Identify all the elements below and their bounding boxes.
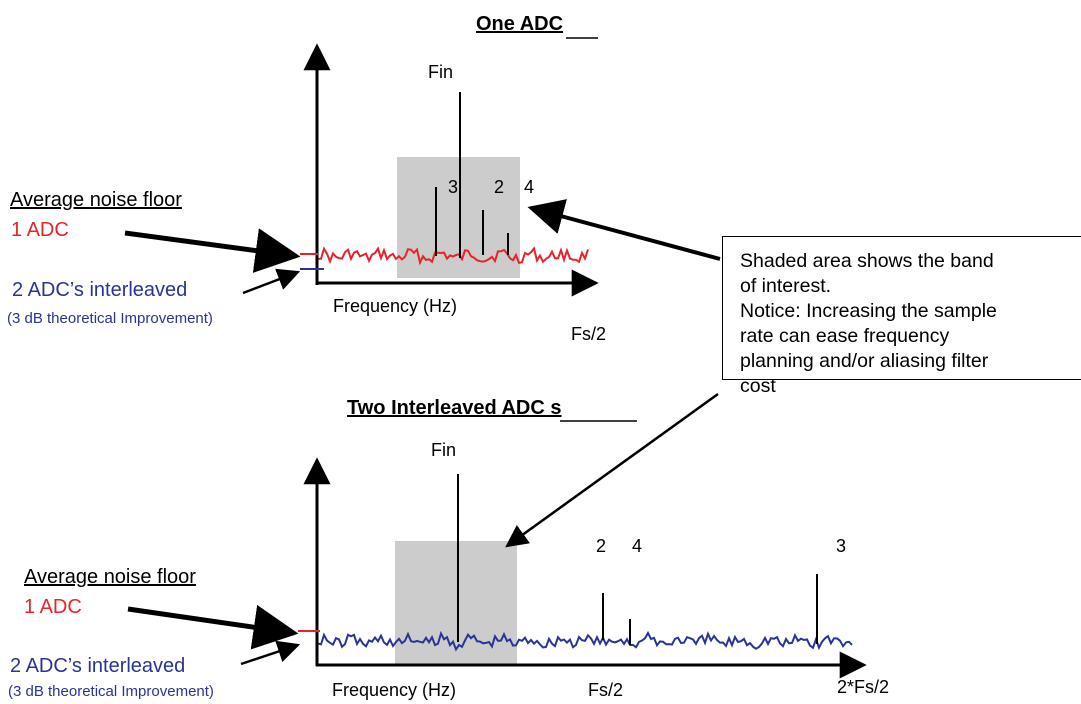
top-1adc-pointer-arrow [124, 228, 301, 273]
top-harmonic-2-label: 2 [494, 177, 505, 197]
top-legend-2adc: 2 ADC’s interleaved [12, 279, 188, 301]
bottom-2fs-label: 2*Fs/2 [837, 677, 890, 697]
callout-line: Shaded area shows the band [740, 250, 994, 272]
bottom-noise-floor-trace [317, 630, 853, 652]
bottom-fin-label: Fin [431, 440, 457, 460]
callout-line: of interest. [740, 275, 832, 297]
bottom-2adc-pointer-arrow [240, 640, 301, 666]
bottom-band-of-interest [395, 541, 517, 665]
callout-line: rate can ease frequency [740, 325, 950, 347]
bottom-legend-improvement: (3 dB theoretical Improvement) [8, 683, 214, 700]
top-legend-1adc: 1 ADC [11, 219, 69, 241]
top-harmonic-3-label: 3 [448, 177, 459, 197]
bottom-harmonic-3-label: 3 [836, 536, 847, 556]
top-legend-heading: Average noise floor [10, 189, 182, 211]
top-noise-floor-trace [317, 246, 589, 266]
callout-line: Notice: Increasing the sample [740, 300, 997, 322]
top-fs-label: Fs/2 [571, 324, 607, 344]
bottom-1adc-pointer-arrow [127, 604, 299, 650]
bottom-fs-label: Fs/2 [588, 680, 624, 700]
callout-to-bottom-band-arrow [505, 392, 719, 548]
callout-line: planning and/or aliasing filter [740, 350, 989, 372]
top-fin-label: Fin [428, 62, 454, 82]
top-band-of-interest [397, 157, 520, 278]
bottom-harmonic-2-label: 2 [596, 536, 607, 556]
bottom-harmonic-4-label: 4 [632, 536, 643, 556]
bottom-x-axis-label: Frequency (Hz) [332, 680, 457, 700]
band-of-interest-callout: Shaded area shows the band of interest. … [722, 236, 1081, 397]
bottom-legend-heading: Average noise floor [24, 566, 196, 588]
bottom-legend-1adc: 1 ADC [24, 596, 82, 618]
top-panel-title: One ADC [476, 13, 564, 35]
top-harmonic-4-label: 4 [524, 177, 535, 197]
top-legend-improvement: (3 dB theoretical Improvement) [7, 310, 213, 327]
bottom-legend-2adc: 2 ADC’s interleaved [10, 655, 186, 677]
callout-line: cost [740, 375, 776, 397]
bottom-panel-title: Two Interleaved ADC s [347, 397, 562, 419]
callout-to-top-band-arrow [527, 199, 721, 261]
top-2adc-pointer-arrow [242, 268, 301, 295]
top-x-axis-label: Frequency (Hz) [333, 296, 458, 316]
